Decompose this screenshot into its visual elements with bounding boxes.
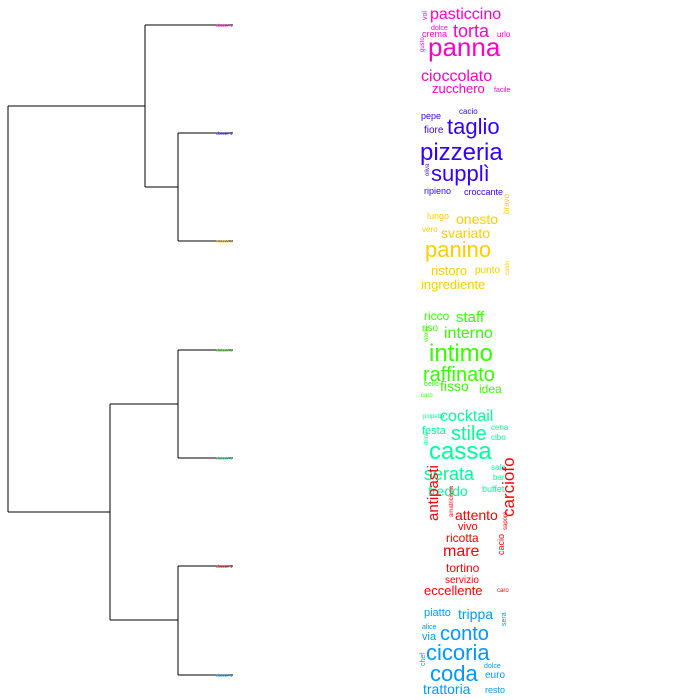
leaf-label: classe 1	[216, 239, 233, 244]
dendrogram-leaf-labels: classe 1 classe 1 classe 1 classe 1 classe 1…	[216, 23, 233, 678]
cloud-word: bello	[424, 381, 439, 388]
word-cloud-cluster: ricco staff riso interno vitellointimoraffin…	[421, 309, 502, 399]
cloud-word: vero	[422, 225, 438, 234]
cloud-word: cacio	[496, 534, 506, 555]
cloud-word: torta	[453, 21, 490, 41]
cloud-word: supplì	[431, 161, 490, 186]
cloud-word: coda	[430, 661, 478, 686]
cloud-word: bravo	[502, 193, 511, 214]
cloud-word: attento	[455, 507, 498, 523]
cloud-word: croccante	[464, 187, 503, 197]
leaf-label: classe 1	[216, 23, 233, 28]
cloud-word: intimo	[429, 340, 493, 367]
cloud-word: polpetta	[423, 414, 445, 420]
cloud-word: trippa	[458, 606, 493, 622]
dendrogram	[7, 24, 233, 676]
cloud-word: crema	[422, 29, 447, 39]
cloud-word: bar	[493, 473, 505, 482]
cloud-word: sera	[501, 612, 508, 626]
cloud-word: panino	[425, 237, 491, 262]
cloud-word: cicoria	[426, 640, 490, 665]
cloud-word: alice	[422, 624, 437, 631]
leaf-label: classe 1	[216, 673, 233, 678]
cloud-word: chef	[420, 653, 427, 666]
cloud-word: servizio	[445, 575, 479, 586]
cloud-word: sala	[491, 463, 506, 472]
cloud-word: festa	[422, 425, 447, 437]
cloud-word: raffinato	[423, 364, 495, 386]
cloud-word: gusto	[420, 37, 426, 52]
cloud-word: cocktail	[440, 408, 493, 425]
cloud-word: lungo	[427, 211, 449, 221]
cloud-word: ripieno	[424, 186, 451, 196]
cloud-word: dolce	[431, 25, 448, 32]
cloud-word: cassa	[429, 438, 492, 465]
cloud-word: mare	[443, 543, 480, 560]
cloud-word: euro	[485, 670, 505, 681]
cloud-word: pepe	[421, 111, 441, 121]
cloud-word: stile	[451, 423, 487, 445]
cloud-word: pizzeria	[420, 139, 503, 166]
cloud-word: ristoro	[431, 263, 467, 278]
cloud-word: eccellente	[424, 583, 483, 598]
cloud-word: sapore	[503, 511, 509, 530]
leaf-label: classe 1	[216, 348, 233, 353]
cloud-word: dolce	[484, 663, 501, 670]
cloud-word: resto	[485, 685, 505, 695]
leaf-label: classe 1	[216, 564, 233, 569]
cloud-word: cena	[491, 423, 509, 432]
cloud-word: vivo	[458, 521, 478, 533]
cloud-word: idea	[479, 382, 502, 396]
cloud-word: caldo	[505, 260, 511, 275]
cloud-word: caro	[421, 393, 433, 399]
cloud-word: antipasti	[425, 465, 442, 521]
cloud-word: cioccolato	[421, 68, 492, 85]
cloud-word: ricotta	[446, 531, 479, 545]
cloud-word: caro	[497, 588, 509, 594]
cloud-word: ingrediente	[421, 277, 485, 292]
cloud-word: vol	[422, 11, 429, 20]
cloud-word: cacio	[459, 107, 478, 116]
leaf-label: classe 1	[216, 131, 233, 136]
cloud-word: fisso	[440, 378, 469, 394]
cloud-word: serata	[424, 464, 475, 484]
cloud-word: urlo	[497, 30, 511, 39]
cloud-word: staff	[456, 309, 485, 326]
cloud-word: interno	[444, 325, 493, 342]
cloud-word: panna	[428, 32, 501, 62]
cloud-word: oliva	[425, 163, 431, 176]
cloud-word: facile	[494, 87, 510, 94]
cloud-word: tortino	[446, 561, 480, 575]
cloud-word: pasticcino	[430, 6, 501, 23]
cloud-word: vitello	[424, 326, 430, 342]
word-cloud-cluster: lungo onesto bravo vero svariatopaninoristor…	[421, 193, 511, 292]
cloud-word: svariato	[441, 225, 490, 241]
cloud-word: cibo	[491, 433, 506, 442]
cloud-word: riso	[422, 323, 439, 334]
cloud-word: punto	[475, 265, 500, 276]
cloud-word: buffet	[482, 484, 505, 494]
cloud-word: amatriciana	[449, 485, 455, 517]
cloud-word: fiore	[424, 125, 444, 136]
cloud-word: zucchero	[432, 81, 485, 96]
cloud-word: carciofo	[499, 457, 518, 517]
cloud-word: piatto	[424, 607, 451, 619]
cloud-word: onesto	[456, 211, 498, 227]
leaf-label: classe 1	[216, 456, 233, 461]
cloud-word: freddo	[428, 483, 468, 499]
cloud-word: via	[422, 631, 437, 643]
cloud-word: trattoria	[423, 681, 471, 697]
cloud-word: taglio	[447, 114, 500, 139]
cloud-word: drink	[424, 431, 430, 445]
cloud-word: conto	[440, 623, 489, 645]
cloud-word: ricco	[424, 309, 450, 323]
